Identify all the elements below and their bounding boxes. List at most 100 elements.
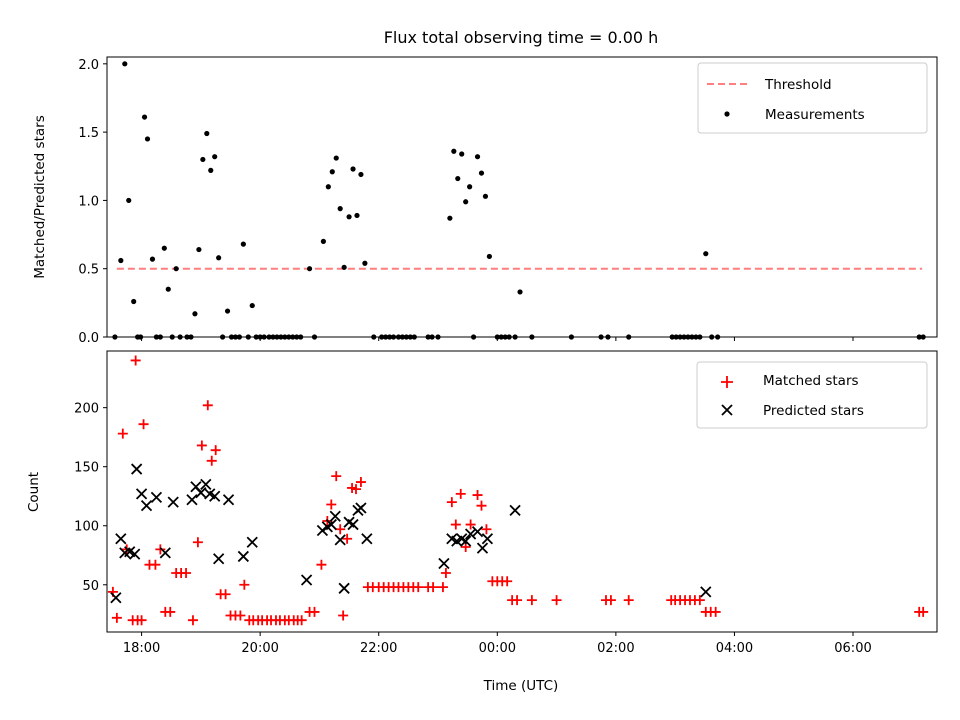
measurement-point xyxy=(200,156,206,163)
measurement-point xyxy=(126,197,132,204)
threshold-legend-label: Threshold xyxy=(764,77,832,93)
predicted-star-marker xyxy=(361,533,373,545)
matched-star-marker xyxy=(437,582,448,593)
measurement-point xyxy=(173,266,179,272)
top-panel: 0.00.51.01.52.0 Matched/Predicted stars … xyxy=(32,56,938,346)
matched-star-marker xyxy=(623,595,634,606)
measurement-point xyxy=(467,184,473,190)
predicted-star-marker xyxy=(237,550,249,563)
measurement-point xyxy=(249,302,255,309)
predicted-star-marker xyxy=(700,586,712,598)
matched-star-marker xyxy=(413,582,424,593)
matched-star-marker xyxy=(196,440,207,451)
matched-star-marker xyxy=(316,559,327,570)
matched-star-marker xyxy=(455,488,466,499)
measurement-point xyxy=(131,298,137,305)
top-y-tick-label: 2.0 xyxy=(78,58,99,73)
measurement-point xyxy=(346,214,352,220)
measurement-point xyxy=(478,170,485,176)
matched-star-marker xyxy=(710,606,721,617)
predicted-star-marker xyxy=(200,478,212,491)
matched-star-marker xyxy=(136,615,147,626)
predicted-star-marker xyxy=(347,518,359,531)
measurement-point xyxy=(329,169,335,175)
matched-star-marker xyxy=(355,477,366,488)
measurements-legend-swatch xyxy=(724,111,730,117)
bottom-y-tick-label: 200 xyxy=(74,402,99,417)
measurement-point xyxy=(517,289,523,295)
measurement-point xyxy=(204,130,210,137)
measurement-point xyxy=(337,206,343,212)
matched-star-marker xyxy=(481,524,492,535)
predicted-star-marker xyxy=(329,510,341,522)
matched-star-marker xyxy=(440,567,451,578)
predicted-star-marker xyxy=(150,491,163,504)
bottom-x-tick-label: 22:00 xyxy=(360,641,397,656)
matched-star-marker xyxy=(551,595,562,606)
measurement-point xyxy=(208,167,214,173)
predicted-star-marker xyxy=(209,490,221,502)
matched-star-marker xyxy=(605,595,616,606)
matched-star-marker xyxy=(235,610,246,621)
measurement-point xyxy=(325,184,331,190)
matched-star-marker xyxy=(111,612,122,623)
bottom-panel: 50 100 150 200 18:00 20:00 22:00 00:00 02:00 04:… xyxy=(26,350,938,694)
matched-star-marker xyxy=(220,589,231,600)
predicted-star-marker xyxy=(110,592,122,604)
bottom-x-axis-label: Time (UTC) xyxy=(483,678,559,694)
measurement-point xyxy=(149,256,156,262)
top-x-axis xyxy=(141,337,854,341)
matched-star-marker xyxy=(338,610,349,621)
measurement-point xyxy=(196,246,202,253)
measurement-point xyxy=(703,251,709,257)
bottom-x-axis: 18:00 20:00 22:00 00:00 02:00 04:00 06:00 xyxy=(123,632,872,656)
measurement-point xyxy=(486,253,492,260)
matched-star-marker xyxy=(694,595,705,606)
matched-star-marker xyxy=(202,400,213,411)
matched-star-marker xyxy=(502,576,513,587)
matched-star-marker xyxy=(446,497,457,508)
measurement-point xyxy=(141,114,148,120)
predicted-star-marker xyxy=(316,524,329,537)
measurement-point xyxy=(358,171,364,178)
measurement-point xyxy=(354,212,360,219)
measurement-point xyxy=(240,241,246,247)
predicted-star-marker xyxy=(460,535,472,547)
matched-star-marker xyxy=(450,519,461,530)
bottom-y-tick-label: 150 xyxy=(74,461,99,476)
measurement-point xyxy=(165,286,171,292)
top-y-tick-label: 0.5 xyxy=(78,263,99,278)
top-chart-title: Flux total observing time = 0.00 h xyxy=(384,28,659,47)
predicted-star-marker xyxy=(509,504,521,517)
matched-star-marker xyxy=(335,524,346,535)
predicted-star-marker xyxy=(186,494,198,506)
matched-star-marker xyxy=(309,606,320,617)
predicted-star-marker xyxy=(159,547,171,559)
measurement-point xyxy=(350,166,356,172)
matched-stars-legend-swatch xyxy=(721,376,733,388)
measurement-point xyxy=(224,308,231,314)
predicted-stars-legend-swatch xyxy=(721,404,733,416)
bottom-y-tick-label: 50 xyxy=(82,579,99,594)
matched-star-marker xyxy=(165,606,176,617)
matched-star-marker xyxy=(130,355,141,366)
predicted-star-marker xyxy=(481,533,494,545)
predicted-star-marker xyxy=(129,548,141,560)
predicted-star-marker xyxy=(471,526,484,538)
predicted-star-marker xyxy=(222,494,235,506)
matched-star-marker xyxy=(476,500,487,511)
measurement-point xyxy=(320,238,326,244)
predicted-star-marker xyxy=(195,487,207,499)
matched-star-marker xyxy=(138,419,149,430)
measurement-point xyxy=(447,215,453,221)
bottom-y-tick-label: 100 xyxy=(74,520,99,535)
measurement-point xyxy=(333,155,339,161)
matched-star-marker xyxy=(192,537,203,548)
top-legend-box xyxy=(697,62,928,134)
bottom-plot-area xyxy=(107,355,929,626)
matched-star-marker xyxy=(465,519,476,530)
measurement-point xyxy=(216,255,222,261)
measurements-legend-label: Measurements xyxy=(765,107,865,123)
predicted-star-marker xyxy=(476,542,489,554)
